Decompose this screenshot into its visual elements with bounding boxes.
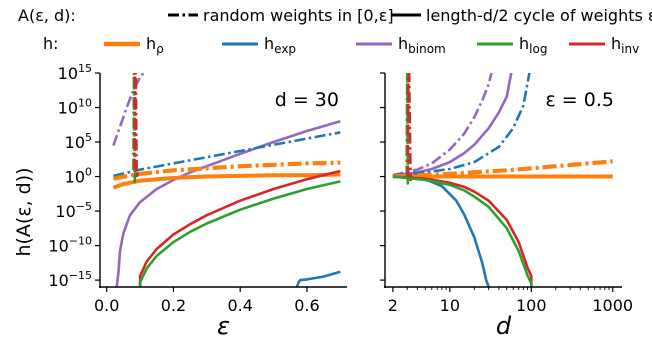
right-x-axis-label: d: [496, 312, 512, 340]
left-series-log-solid: [138, 180, 341, 287]
right-series-exp-dashdot: [392, 73, 531, 177]
left-series-rho-dashdot: [113, 160, 341, 181]
ytick-label: 105: [65, 131, 92, 152]
right-series-inv-solid: [392, 175, 533, 287]
legend-rho-label: hρ: [146, 34, 164, 56]
ytick-label: 1010: [58, 97, 92, 118]
legend: A(ε, d): h: random weights in [0,ε] length-…: [18, 6, 652, 56]
right-xtick-label: 2: [388, 296, 398, 315]
ytick-label: 100: [65, 166, 92, 187]
right-xtick-label: 100: [516, 296, 547, 315]
right-series-log-solid: [392, 175, 533, 287]
legend-binom-label: hbinom: [398, 34, 446, 56]
right-series-binom-dashdot: [392, 73, 493, 177]
y-axis-label: h(A(ε, d)): [13, 167, 35, 256]
ytick-label: 1015: [58, 62, 92, 83]
left-series-exp-solid: [295, 270, 341, 287]
right-annotation: ε = 0.5: [546, 89, 615, 111]
ytick-label: 10−5: [55, 200, 92, 221]
left-series-binom-solid: [115, 120, 341, 287]
left-series-group: [112, 73, 341, 287]
left-series-rho-solid: [112, 172, 341, 190]
left-series-inv-dashdot: [133, 73, 139, 180]
ytick-label: 10−15: [48, 269, 92, 290]
left-xtick-label: 0.4: [227, 296, 252, 315]
left-series-inv-solid: [138, 169, 341, 287]
left-xtick-label: 0.6: [294, 296, 319, 315]
legend-row1-label: A(ε, d):: [18, 6, 76, 25]
legend-exp-label: hexp: [264, 34, 296, 56]
right-xtick-label: 1000: [592, 296, 633, 315]
right-series-group: [392, 73, 613, 287]
right-xtick-label: 10: [440, 296, 460, 315]
left-xtick-label: 0.0: [94, 296, 119, 315]
legend-inv-label: hinv: [611, 34, 639, 56]
left-annotation: d = 30: [275, 89, 339, 111]
left-series-exp-dashdot: [113, 131, 341, 178]
legend-log-label: hlog: [519, 34, 547, 56]
right-series-binom-solid: [392, 73, 513, 178]
legend-row2-label: h:: [43, 34, 59, 53]
legend-style-dashdot-label: random weights in [0,ε]: [203, 6, 394, 25]
ytick-label: 10−10: [48, 235, 92, 256]
panel-right: 2 10 100 1000 d ε = 0.5: [380, 72, 633, 340]
left-xtick-label: 0.2: [161, 296, 186, 315]
left-x-axis-label: ε: [217, 312, 230, 340]
legend-style-solid-label: length-d/2 cycle of weights ε: [426, 6, 652, 25]
right-series-rho-dashdot: [392, 159, 613, 179]
panel-left: 1015 1010 105 100 10−5 10−10 10−150.0 0.2 0.4 0.6…: [48, 62, 347, 340]
